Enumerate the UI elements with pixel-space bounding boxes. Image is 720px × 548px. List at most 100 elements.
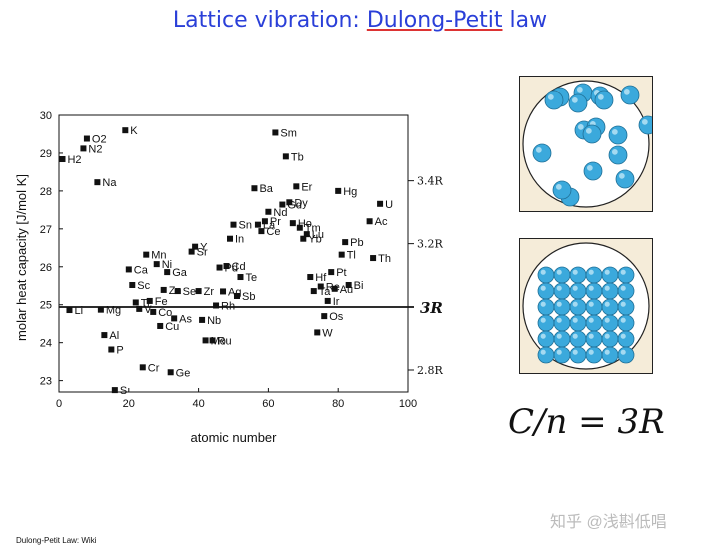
point-Pb	[342, 239, 349, 246]
point-label-Ge: Ge	[176, 367, 191, 379]
point-label-N2: N2	[88, 143, 102, 155]
point-label-Ca: Ca	[134, 264, 149, 276]
point-Tb	[282, 153, 289, 160]
gas-molecule	[615, 169, 635, 189]
lattice-atom	[617, 266, 635, 284]
point-Hg	[335, 187, 342, 194]
point-Al	[101, 332, 108, 339]
right-tick-label-0: 3.4R	[417, 175, 443, 188]
point-U	[377, 200, 384, 207]
x-tick-label-0: 0	[56, 398, 62, 410]
y-tick-label-26: 26	[40, 262, 52, 274]
lattice-atom	[585, 346, 603, 364]
lattice-atom	[585, 330, 603, 348]
point-label-Ga: Ga	[172, 267, 188, 279]
lattice-atom	[569, 282, 587, 300]
reference-line-label: 3R	[420, 299, 443, 317]
point-label-Rh: Rh	[221, 300, 235, 312]
point-label-Fe: Fe	[155, 296, 168, 308]
point-V	[136, 305, 143, 312]
point-Ac	[366, 218, 373, 225]
title-text-tail: law	[502, 8, 548, 33]
gas-molecule	[532, 143, 552, 163]
source-caption: Dulong-Petit Law: Wiki	[16, 536, 97, 545]
x-tick-label-20: 20	[123, 398, 135, 410]
y-tick-label-27: 27	[40, 224, 52, 236]
point-Yb	[300, 235, 307, 242]
point-Au	[331, 285, 338, 292]
point-Cu	[157, 322, 164, 329]
point-label-Ir: Ir	[333, 296, 340, 308]
y-tick-label-28: 28	[40, 186, 52, 198]
y-axis-label: molar heat capacity [J/mol K]	[14, 174, 29, 341]
point-Ca	[125, 266, 132, 273]
point-Ru	[209, 337, 216, 344]
point-label-Lu: Lu	[312, 229, 324, 241]
point-label-W: W	[322, 327, 333, 339]
point-label-Nb: Nb	[207, 315, 221, 327]
solid-lattice-diagram	[522, 242, 650, 370]
point-Ni	[153, 261, 160, 268]
point-label-As: As	[179, 313, 192, 325]
point-label-Sr: Sr	[197, 247, 208, 259]
lattice-atom	[537, 298, 555, 316]
x-tick-label-100: 100	[399, 398, 417, 410]
lattice-atom	[617, 282, 635, 300]
point-label-K: K	[130, 125, 138, 137]
point-Ag	[220, 288, 227, 295]
point-Te	[237, 274, 244, 281]
point-Co	[150, 308, 157, 315]
point-label-Sb: Sb	[242, 291, 255, 303]
lattice-atom	[537, 266, 555, 284]
right-tick-label-2: 2.8R	[417, 364, 443, 377]
lattice-atom	[553, 330, 571, 348]
slide-title: Lattice vibration: Dulong-Petit law	[0, 8, 720, 33]
point-Se	[174, 288, 181, 295]
right-tick-label-1: 3.2R	[417, 238, 443, 251]
lattice-atom	[617, 330, 635, 348]
title-text-underlined: Dulong-Petit	[366, 8, 503, 33]
point-label-Sc: Sc	[137, 280, 150, 292]
point-label-Ru: Ru	[218, 335, 232, 347]
point-O2	[83, 135, 90, 142]
point-Bi	[345, 281, 352, 288]
watermark: 知乎 @浅斟低唱	[550, 514, 667, 531]
lattice-atom	[553, 266, 571, 284]
point-Cd	[223, 263, 230, 270]
lattice-atom	[537, 282, 555, 300]
point-Cr	[139, 364, 146, 371]
point-Nd	[265, 208, 272, 215]
point-label-Dy: Dy	[294, 197, 308, 209]
point-label-Cd: Cd	[232, 261, 246, 273]
point-Sc	[129, 281, 136, 288]
point-label-Hf: Hf	[315, 272, 327, 284]
lattice-atom	[569, 330, 587, 348]
point-label-Pt: Pt	[336, 267, 346, 279]
y-tick-label-30: 30	[40, 110, 52, 122]
y-tick-label-29: 29	[40, 148, 52, 160]
point-label-Zr: Zr	[204, 286, 215, 298]
title-text-lead: Lattice vibration:	[172, 8, 367, 33]
point-Mg	[97, 306, 104, 313]
data-points: LiO2N2H2NaKMgAlPSMnCaScTiVCrFeCoNiCuZnGa…	[59, 125, 393, 397]
point-label-P: P	[116, 345, 123, 357]
point-Ti	[132, 299, 139, 306]
solid-illustration	[519, 238, 653, 374]
point-Ba	[251, 185, 258, 192]
point-Sb	[233, 292, 240, 299]
point-P	[108, 346, 115, 353]
point-label-Cu: Cu	[165, 321, 179, 333]
lattice-atom	[617, 298, 635, 316]
point-Tl	[338, 251, 345, 258]
point-Gd	[279, 201, 286, 208]
point-K	[122, 127, 129, 134]
point-Pr	[261, 218, 268, 225]
point-label-Mn: Mn	[151, 250, 166, 262]
gas-molecule	[544, 90, 564, 110]
gas-illustration	[519, 76, 658, 212]
point-Os	[321, 313, 328, 320]
point-label-Tl: Tl	[347, 250, 356, 262]
heat-capacity-chart: 0 20 40 60 80 100 23 24 25 26 27 28 29 30 atomic numbe…	[14, 110, 443, 445]
point-Ta	[310, 288, 317, 295]
lattice-atom	[617, 314, 635, 332]
